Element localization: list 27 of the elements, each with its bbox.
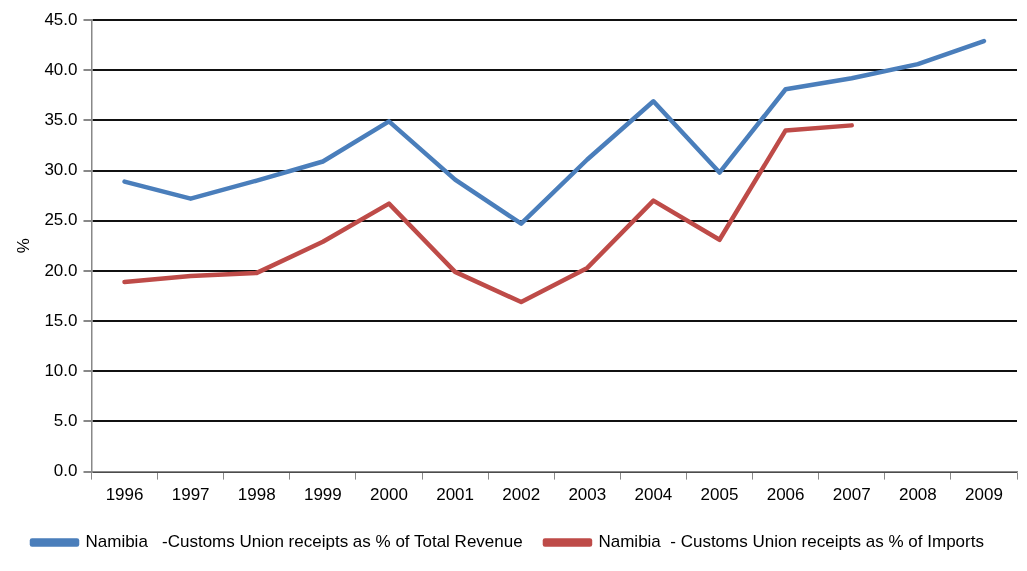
x-tick-label: 1999 [303,485,342,505]
y-tick-label: 0.0 [53,461,78,481]
y-tick-label: 45.0 [44,9,78,29]
x-tick-label: 2005 [700,485,739,505]
x-tick-label: 1998 [237,485,276,505]
x-tick-label: 2003 [568,485,607,505]
x-tick-label: 2009 [965,485,1003,505]
x-tick-label: 1996 [105,485,144,505]
y-tick-label: 10.0 [44,360,78,380]
legend-label: Namibia -Customs Union receipts as % of Total Revenue [85,532,523,552]
y-tick-label: 30.0 [44,160,78,180]
x-tick-label: 2002 [502,485,541,505]
x-tick-label: 2008 [898,485,937,505]
y-tick-label: 15.0 [44,310,78,330]
y-axis-title: % [13,238,33,254]
x-tick-label: 1997 [171,485,210,505]
y-tick-label: 35.0 [44,110,78,130]
y-tick-label: 20.0 [44,260,78,280]
x-tick-label: 2000 [370,485,408,505]
legend-label: Namibia - Customs Union receipts as % of Imports [598,532,984,552]
x-tick-label: 2004 [634,485,673,505]
y-tick-label: 5.0 [53,411,78,431]
y-tick-label: 40.0 [44,59,78,79]
x-tick-label: 2001 [436,485,474,505]
x-tick-label: 2006 [766,485,805,505]
x-tick-label: 2007 [832,485,871,505]
y-tick-label: 25.0 [44,210,78,230]
